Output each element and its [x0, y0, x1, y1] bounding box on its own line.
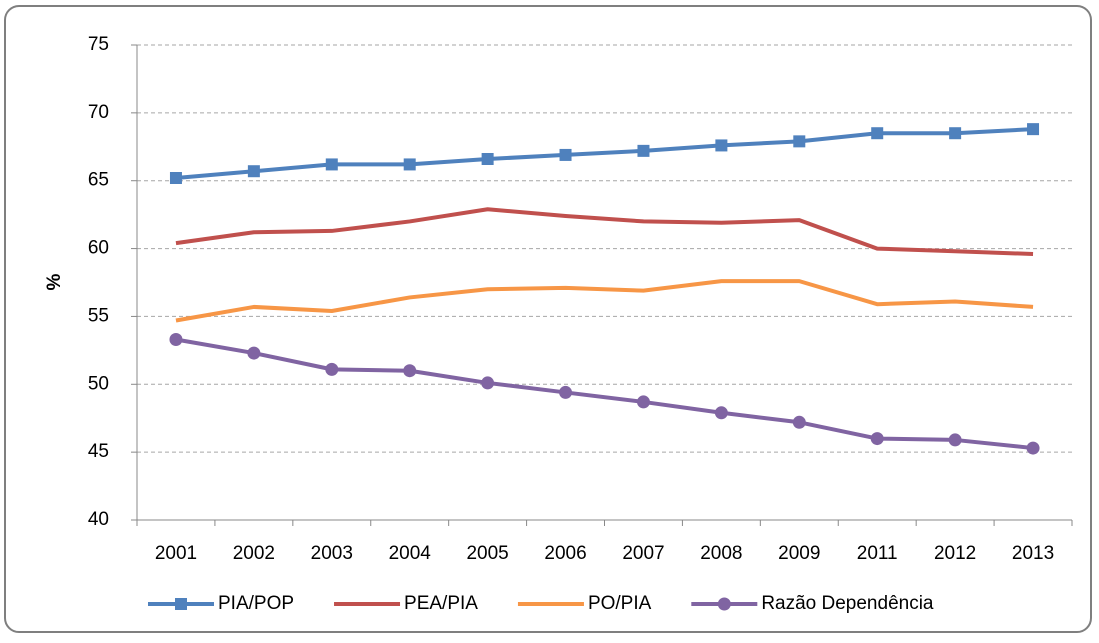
- data-point: [403, 158, 416, 171]
- data-point: [481, 153, 494, 165]
- y-tick-label: 70: [88, 102, 109, 123]
- x-tick-label: 2008: [700, 543, 742, 564]
- legend-label: Razão Dependência: [761, 593, 934, 614]
- y-tick-label: 65: [88, 170, 109, 191]
- data-point: [481, 376, 495, 390]
- data-point: [169, 172, 182, 184]
- series-line: [175, 207, 1034, 256]
- data-point: [793, 135, 806, 148]
- data-point: [325, 362, 339, 376]
- data-point: [870, 432, 884, 446]
- x-tick-label: 2006: [544, 543, 586, 564]
- data-point: [637, 144, 650, 157]
- chart-frame: [4, 5, 1092, 633]
- x-tick-label: 2009: [778, 543, 820, 564]
- x-tick-label: 2007: [622, 543, 664, 564]
- x-tick-label: 2011: [857, 543, 898, 564]
- y-tick-label: 60: [88, 238, 109, 259]
- data-point: [247, 346, 261, 360]
- x-tick-label: 2012: [934, 543, 976, 564]
- data-point: [949, 127, 962, 140]
- legend-marker: [175, 598, 187, 610]
- data-point: [247, 165, 260, 178]
- series-line: [175, 279, 1034, 323]
- series-line: [175, 337, 1034, 451]
- legend-label: PEA/PIA: [404, 593, 478, 614]
- y-tick-label: 55: [88, 305, 109, 326]
- x-tick-label: 2005: [466, 543, 508, 564]
- data-point: [325, 158, 338, 171]
- legend-marker: [717, 597, 731, 611]
- y-tick-label: 50: [88, 373, 109, 394]
- x-tick-label: 2003: [311, 543, 353, 564]
- data-point: [1027, 123, 1040, 136]
- data-point: [169, 333, 183, 346]
- x-tick-label: 2001: [155, 543, 197, 564]
- y-tick-label: 40: [88, 509, 109, 530]
- x-tick-label: 2013: [1012, 543, 1054, 564]
- series-line: [175, 127, 1034, 180]
- y-tick-label: 45: [88, 441, 109, 462]
- data-point: [1026, 441, 1040, 455]
- data-point: [871, 127, 884, 140]
- y-tick-label: 75: [88, 34, 109, 55]
- legend-label: PIA/POP: [218, 593, 294, 614]
- x-tick-label: 2002: [233, 543, 275, 564]
- data-point: [559, 385, 573, 399]
- data-point: [559, 148, 572, 161]
- data-point: [948, 433, 962, 447]
- data-point: [714, 406, 728, 420]
- data-point: [715, 139, 728, 152]
- data-point: [403, 364, 417, 378]
- legend-label: PO/PIA: [588, 593, 652, 614]
- y-axis-label: %: [44, 273, 65, 290]
- data-point: [792, 415, 806, 429]
- x-tick-label: 2004: [389, 543, 432, 564]
- data-point: [636, 395, 650, 409]
